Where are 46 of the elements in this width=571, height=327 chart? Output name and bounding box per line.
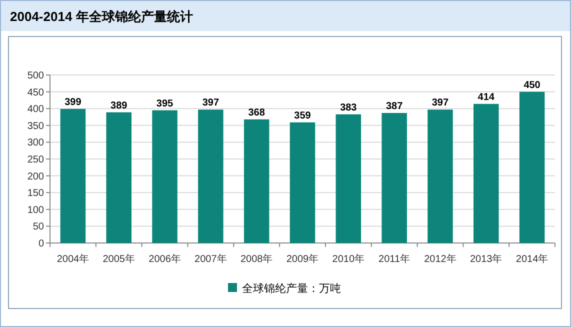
y-tick-label: 100 [27,204,44,216]
x-tick-label: 2012年 [424,253,456,265]
data-label: 389 [110,100,128,112]
data-label: 397 [432,98,450,109]
bar [106,112,132,243]
chart-title: 2004-2014 年全球锦纶产量统计 [10,9,193,24]
bar [382,112,407,243]
legend-label: 全球锦纶产量：万吨 [242,282,341,295]
bar [336,114,362,243]
bar [474,104,499,243]
data-label: 387 [386,100,404,112]
y-tick-label: 300 [27,138,44,149]
y-tick-label: 200 [27,171,44,182]
bar [244,119,270,243]
x-tick-label: 2007年 [194,253,227,265]
data-label: 359 [294,110,312,122]
bar [290,122,316,243]
data-label: 414 [478,92,495,103]
y-tick-label: 50 [32,222,44,233]
y-tick-label: 500 [27,70,44,82]
y-tick-label: 150 [27,188,44,200]
y-tick-label: 350 [27,120,44,132]
x-tick-label: 2005年 [102,253,135,265]
bar [428,110,453,243]
y-tick-label: 0 [38,238,44,250]
x-tick-label: 2006年 [148,253,181,265]
x-tick-label: 2009年 [286,253,319,265]
y-tick-label: 450 [27,87,44,98]
data-label: 368 [248,107,266,118]
x-tick-label: 2014年 [516,253,548,265]
data-label: 395 [156,98,174,110]
y-tick-label: 250 [27,154,44,166]
data-label: 383 [340,102,358,114]
data-label: 397 [202,98,220,109]
x-tick-label: 2013年 [470,253,502,265]
data-label: 450 [524,80,541,91]
bar [152,110,178,243]
y-tick-label: 400 [27,104,44,116]
bar [60,108,86,243]
data-label: 399 [64,96,82,108]
bar [198,110,224,243]
x-tick-label: 2008年 [240,253,273,265]
x-tick-label: 2011年 [378,253,410,265]
x-tick-label: 2010年 [332,253,365,265]
bar [519,92,545,243]
x-tick-label: 2004年 [56,253,90,265]
